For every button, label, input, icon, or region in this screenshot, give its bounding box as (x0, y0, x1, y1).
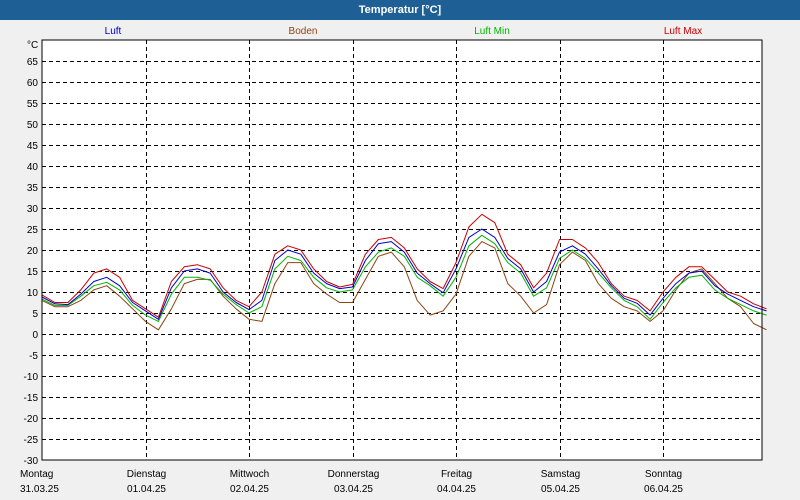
x-tick-weekday: Sonntag (645, 469, 682, 480)
x-tick-weekday: Montag (20, 469, 53, 480)
series-line-boden (41, 241, 767, 331)
plot-frame (41, 39, 763, 461)
y-tick-label: 35 (27, 183, 39, 194)
y-tick-label: -20 (24, 414, 39, 425)
vertical-gridlines (146, 40, 664, 460)
y-tick-label: 20 (27, 246, 39, 257)
legend-entry: Luft Max (664, 26, 702, 37)
legend-entry: Luft (105, 26, 122, 37)
x-tick-date: 03.04.25 (334, 484, 373, 495)
y-tick-label: 50 (27, 120, 39, 131)
y-tick-label: -5 (29, 351, 38, 362)
series-line-luft-max (41, 213, 767, 318)
y-tick-label: 45 (27, 141, 39, 152)
legend-entry: Boden (289, 26, 318, 37)
y-tick-label: 0 (32, 330, 38, 341)
y-tick-label: 55 (27, 99, 39, 110)
y-tick-label: -15 (24, 393, 39, 404)
series-line-luft (41, 228, 767, 320)
y-tick-label: -10 (24, 372, 39, 383)
y-tick-label: 15 (27, 267, 39, 278)
y-tick-label: 40 (27, 162, 39, 173)
x-tick-weekday: Dienstag (127, 469, 166, 480)
y-axis-unit-label: °C (27, 40, 38, 51)
x-tick-labels: Montag 31.03.25 Dienstag 01.04.25 Mittwoch 02… (20, 469, 683, 495)
x-tick-date: 31.03.25 (20, 484, 59, 495)
y-tick-label: 25 (27, 225, 39, 236)
series-lines (41, 213, 767, 331)
x-tick-date: 04.04.25 (437, 484, 476, 495)
y-tick-label: 65 (27, 57, 39, 68)
x-tick-weekday: Donnerstag (328, 469, 380, 480)
x-tick-date: 01.04.25 (127, 484, 166, 495)
y-tick-label: 5 (32, 309, 38, 320)
y-tick-labels: 65605550454035302520151050-5-10-15-20-25… (24, 57, 39, 467)
x-tick-date: 06.04.25 (644, 484, 683, 495)
x-tick-date: 05.04.25 (541, 484, 580, 495)
series-line-luft-min (41, 234, 767, 322)
x-tick-weekday: Samstag (541, 469, 580, 480)
legend-entry: Luft Min (474, 26, 510, 37)
chart-title: Temperatur [°C] (0, 0, 800, 20)
y-tick-label: -25 (24, 435, 39, 446)
temperature-chart: Luft Boden Luft Min Luft Max °C 65605550454… (0, 20, 800, 500)
x-tick-weekday: Mittwoch (230, 469, 269, 480)
y-tick-label: -30 (24, 456, 39, 467)
legend: Luft Boden Luft Min Luft Max (105, 26, 703, 37)
y-tick-label: 60 (27, 78, 39, 89)
x-tick-date: 02.04.25 (230, 484, 269, 495)
x-tick-weekday: Freitag (441, 469, 472, 480)
y-tick-label: 10 (27, 288, 39, 299)
y-tick-label: 30 (27, 204, 39, 215)
